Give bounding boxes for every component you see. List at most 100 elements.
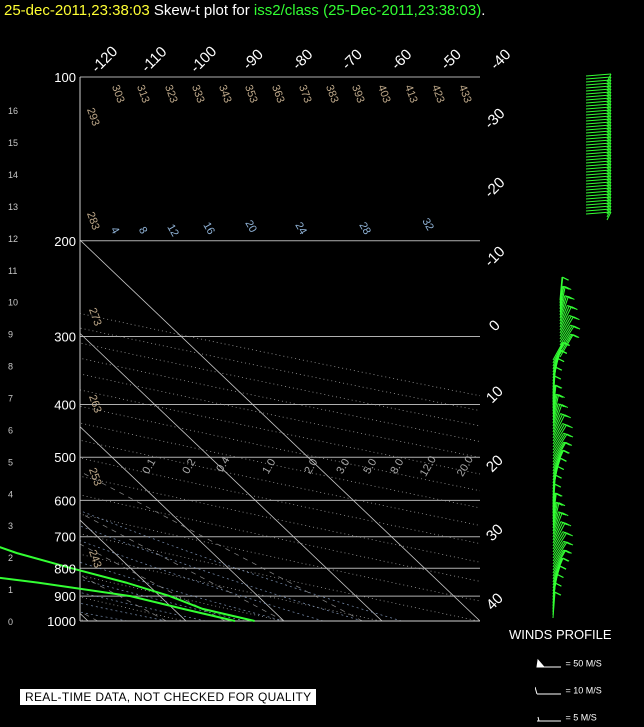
wind-barb — [552, 522, 564, 544]
dry-adiabat-label: 313 — [134, 83, 152, 104]
wind-barb-feather — [563, 341, 571, 346]
wind-legend-10-label: = 10 M/S — [565, 685, 602, 696]
wind-barb — [552, 414, 566, 439]
wind-barb-feather — [556, 573, 564, 578]
wind-barb — [585, 106, 612, 110]
wind-barb — [585, 172, 612, 176]
dry-adiabat-label: 423 — [429, 83, 447, 104]
wind-barb-feather — [554, 375, 562, 380]
wind-barb-feather — [562, 276, 569, 281]
dry-adiabat-label: 283 — [84, 210, 102, 231]
title-time: 25-dec-2011,23:38:03 — [4, 2, 150, 19]
wind-barb — [585, 169, 612, 173]
wind-barb — [552, 512, 563, 538]
wind-barb — [552, 502, 557, 523]
wind-legend-50-label: = 50 M/S — [565, 658, 602, 669]
wind-barb — [559, 333, 572, 352]
wind-barb — [552, 423, 564, 442]
isotherm-line — [80, 332, 383, 621]
wind-barb — [585, 94, 612, 98]
wind-barb — [559, 295, 566, 316]
dry-adiabat-label: 303 — [109, 83, 127, 104]
wind-barb — [585, 127, 612, 131]
wind-barb-half-icon — [537, 716, 561, 722]
wind-barb — [585, 205, 612, 209]
height-tick-label: 8 — [8, 362, 13, 372]
wind-barb — [552, 512, 561, 535]
pressure-tick-label: 500 — [54, 450, 76, 465]
moist-adiabat-label: 28 — [356, 220, 373, 237]
wind-barb — [552, 394, 558, 418]
dry-adiabat-label: 383 — [323, 83, 341, 104]
height-tick-label: 4 — [8, 489, 13, 499]
wind-barb — [552, 522, 566, 547]
wind-barb — [585, 202, 612, 206]
pressure-tick-label: 600 — [54, 493, 76, 508]
wind-barb-feather — [573, 316, 580, 321]
wind-barb — [559, 305, 568, 325]
dry-adiabat-label: 413 — [402, 83, 420, 104]
wind-barb — [585, 139, 612, 143]
height-tick-label: 15 — [8, 138, 18, 148]
wind-barb-feather — [555, 366, 562, 371]
wind-barb — [552, 550, 567, 574]
wind-barb-feather — [566, 532, 573, 537]
wind-barb-feather — [560, 457, 567, 462]
wind-barb — [585, 76, 612, 80]
wind-barb — [585, 100, 612, 104]
dry-adiabat-label: 243 — [86, 548, 104, 569]
wind-barb — [552, 394, 560, 421]
wind-barb — [559, 306, 572, 331]
wind-barb — [552, 403, 561, 427]
wind-barb — [585, 199, 612, 203]
wind-barb — [552, 424, 568, 448]
height-tick-label: 10 — [8, 298, 18, 308]
dry-adiabat-label: 323 — [162, 83, 180, 104]
dry-adiabat-label: 263 — [86, 393, 104, 414]
wind-barb-feather — [566, 424, 573, 429]
dry-adiabat-line — [80, 422, 480, 509]
wind-barb — [585, 109, 612, 113]
wind-barb-flag-icon — [536, 658, 561, 668]
moist-adiabat-label: 12 — [164, 222, 181, 239]
wind-barb-feather — [565, 549, 572, 554]
height-tick-label: 11 — [8, 266, 17, 276]
wind-barb — [585, 166, 612, 170]
pressure-tick-label: 300 — [54, 330, 76, 345]
wind-barb — [559, 334, 574, 358]
wind-barb — [585, 121, 612, 125]
pressure-tick-label: 1000 — [47, 614, 76, 629]
wind-barb — [585, 130, 612, 134]
wind-barb — [585, 211, 612, 215]
wind-barb — [585, 91, 612, 95]
wind-barb-feather — [554, 582, 562, 587]
wind-barb-feather — [557, 357, 564, 362]
wind-barb — [552, 413, 564, 436]
wind-barb — [559, 324, 572, 343]
wind-barb — [585, 73, 612, 77]
wind-barb-feather — [560, 349, 568, 354]
title-period: . — [481, 2, 486, 19]
wind-barb — [552, 433, 568, 457]
wind-barb — [552, 433, 566, 454]
height-tick-label: 7 — [8, 394, 13, 404]
isotherm-line — [80, 239, 480, 621]
wind-barb — [559, 316, 574, 340]
wind-barb-feather — [563, 449, 570, 454]
dry-adiabat-label: 373 — [296, 83, 314, 104]
wind-barb — [559, 315, 570, 334]
wind-barb-feather — [564, 414, 571, 419]
wind-barb-feather — [564, 286, 572, 290]
wind-barb — [559, 286, 565, 310]
dry-adiabat-group — [80, 313, 480, 621]
wind-barb — [585, 160, 612, 164]
height-tick-label: 12 — [8, 234, 18, 244]
wind-barb — [585, 196, 612, 200]
dry-adiabat-label: 343 — [216, 83, 234, 104]
wind-barb — [552, 502, 560, 529]
title-plot-label: Skew-t plot for — [153, 2, 250, 19]
wind-barb — [552, 540, 565, 559]
wind-barb — [585, 187, 612, 191]
wind-barb-feather — [555, 474, 562, 479]
